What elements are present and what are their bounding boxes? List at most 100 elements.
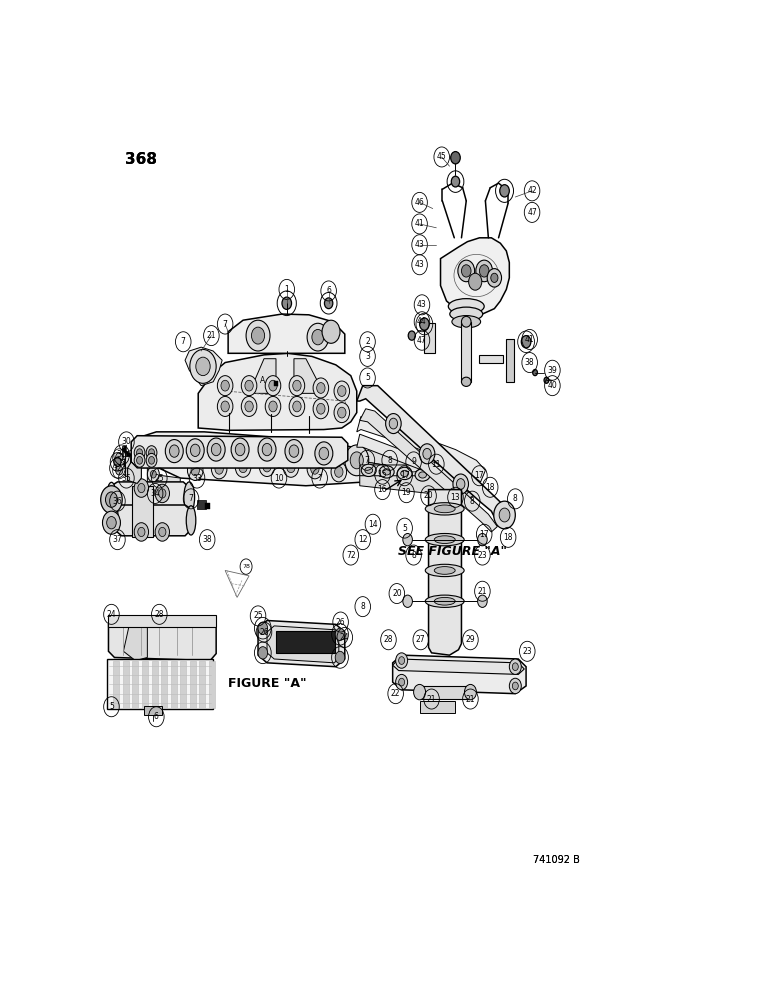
Circle shape xyxy=(452,176,459,187)
Text: 741092 B: 741092 B xyxy=(533,855,580,865)
Circle shape xyxy=(269,380,277,391)
Text: 7: 7 xyxy=(188,494,194,503)
Text: 30: 30 xyxy=(121,437,131,446)
Text: 43: 43 xyxy=(415,260,425,269)
Circle shape xyxy=(334,381,350,401)
Ellipse shape xyxy=(452,316,481,328)
Circle shape xyxy=(215,463,223,474)
Text: 33: 33 xyxy=(192,474,202,483)
Circle shape xyxy=(151,456,157,464)
Ellipse shape xyxy=(434,536,455,544)
Ellipse shape xyxy=(397,467,412,480)
Ellipse shape xyxy=(449,299,484,314)
Polygon shape xyxy=(360,465,465,486)
Circle shape xyxy=(218,376,233,396)
Circle shape xyxy=(235,440,251,460)
Circle shape xyxy=(212,441,227,461)
Circle shape xyxy=(285,440,303,463)
Text: 22: 22 xyxy=(391,689,401,698)
Circle shape xyxy=(396,674,408,690)
Circle shape xyxy=(322,320,340,343)
Text: 39: 39 xyxy=(547,366,557,375)
Bar xyxy=(151,661,157,708)
Circle shape xyxy=(293,401,301,412)
Bar xyxy=(462,322,471,382)
Circle shape xyxy=(266,396,281,416)
Circle shape xyxy=(283,440,299,460)
Circle shape xyxy=(130,456,141,469)
Text: 20: 20 xyxy=(392,589,401,598)
Text: 24: 24 xyxy=(340,633,350,642)
Circle shape xyxy=(458,260,475,282)
Bar xyxy=(190,661,196,708)
Circle shape xyxy=(262,443,271,454)
Text: 18: 18 xyxy=(503,533,513,542)
Circle shape xyxy=(478,533,487,546)
Polygon shape xyxy=(393,655,526,694)
Circle shape xyxy=(113,457,121,466)
Text: 6: 6 xyxy=(327,286,331,295)
Text: 18: 18 xyxy=(486,483,495,492)
Circle shape xyxy=(317,403,325,414)
Text: 5: 5 xyxy=(365,373,370,382)
Text: 42: 42 xyxy=(527,186,537,195)
Circle shape xyxy=(494,501,516,529)
Circle shape xyxy=(137,527,145,537)
Text: 38: 38 xyxy=(202,535,212,544)
Circle shape xyxy=(293,380,301,391)
Circle shape xyxy=(170,445,179,457)
Circle shape xyxy=(258,438,276,461)
Text: 32: 32 xyxy=(113,464,122,473)
Circle shape xyxy=(345,445,369,476)
Text: 36: 36 xyxy=(113,497,122,506)
Circle shape xyxy=(544,377,549,383)
Circle shape xyxy=(313,399,329,419)
Text: 17: 17 xyxy=(400,471,409,480)
Circle shape xyxy=(478,595,487,607)
Bar xyxy=(108,615,216,627)
Circle shape xyxy=(315,442,333,465)
Circle shape xyxy=(513,663,518,671)
Ellipse shape xyxy=(415,469,430,481)
Polygon shape xyxy=(428,490,462,655)
Circle shape xyxy=(134,479,148,497)
Circle shape xyxy=(423,448,432,459)
Circle shape xyxy=(312,329,324,345)
Text: 21: 21 xyxy=(207,331,216,340)
Bar xyxy=(420,701,455,713)
Circle shape xyxy=(246,320,270,351)
Text: 37: 37 xyxy=(113,535,122,544)
Ellipse shape xyxy=(450,307,482,321)
Circle shape xyxy=(159,527,166,537)
Circle shape xyxy=(350,452,364,469)
Polygon shape xyxy=(131,436,348,468)
Text: SEE FIGURE "A": SEE FIGURE "A" xyxy=(398,545,507,558)
Circle shape xyxy=(290,396,305,416)
Text: 20: 20 xyxy=(424,491,433,500)
Circle shape xyxy=(491,273,498,282)
Circle shape xyxy=(324,298,333,309)
Text: 21: 21 xyxy=(466,695,476,704)
Circle shape xyxy=(252,327,265,344)
Text: 23: 23 xyxy=(523,647,532,656)
Circle shape xyxy=(212,443,221,456)
Text: 28: 28 xyxy=(384,635,393,644)
Circle shape xyxy=(389,418,398,429)
Text: 45: 45 xyxy=(437,152,446,161)
Polygon shape xyxy=(258,620,345,667)
Circle shape xyxy=(451,152,460,164)
Circle shape xyxy=(186,439,204,462)
Circle shape xyxy=(458,473,477,498)
Circle shape xyxy=(133,460,137,466)
Circle shape xyxy=(462,480,472,492)
Ellipse shape xyxy=(434,567,455,574)
Circle shape xyxy=(242,376,257,396)
Bar xyxy=(506,339,513,382)
Ellipse shape xyxy=(110,507,118,531)
Circle shape xyxy=(259,439,275,459)
Polygon shape xyxy=(357,447,422,469)
Polygon shape xyxy=(229,314,345,353)
Text: 25: 25 xyxy=(253,611,262,620)
Circle shape xyxy=(419,444,435,464)
Circle shape xyxy=(116,453,123,462)
